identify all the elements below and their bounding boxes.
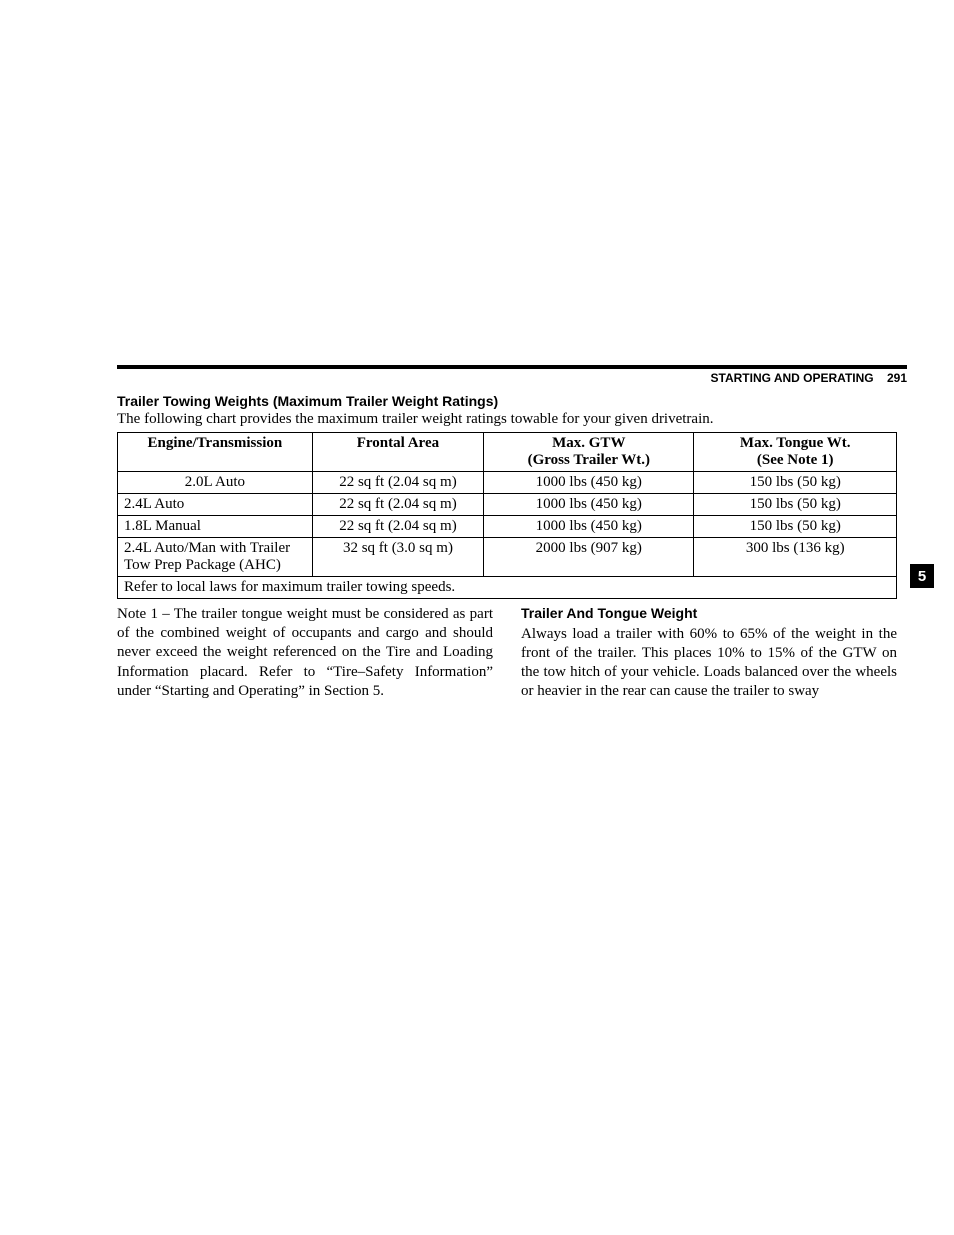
section-tab: 5 <box>910 564 934 588</box>
heading-trailer-tongue-weight: Trailer And Tongue Weight <box>521 605 897 623</box>
table-header-row: Engine/Transmission Frontal Area Max. GT… <box>118 433 897 472</box>
right-column: Trailer And Tongue Weight Always load a … <box>521 605 897 702</box>
intro-text: The following chart provides the maximum… <box>117 411 897 428</box>
cell-frontal: 32 sq ft (3.0 sq m) <box>312 538 483 577</box>
cell-gtw: 1000 lbs (450 kg) <box>484 472 694 494</box>
header-section-title: STARTING AND OPERATING <box>711 371 874 385</box>
cell-engine: 2.4L Auto/Man with Trailer Tow Prep Pack… <box>118 538 313 577</box>
cell-frontal: 22 sq ft (2.04 sq m) <box>312 472 483 494</box>
cell-frontal: 22 sq ft (2.04 sq m) <box>312 516 483 538</box>
cell-gtw: 1000 lbs (450 kg) <box>484 516 694 538</box>
cell-tongue: 150 lbs (50 kg) <box>694 516 897 538</box>
cell-tongue: 300 lbs (136 kg) <box>694 538 897 577</box>
cell-engine: 2.4L Auto <box>118 494 313 516</box>
header-page-number: 291 <box>887 371 907 385</box>
cell-engine: 2.0L Auto <box>118 472 313 494</box>
two-column-body: Note 1 – The trailer tongue weight must … <box>117 605 897 702</box>
table-row: 1.8L Manual 22 sq ft (2.04 sq m) 1000 lb… <box>118 516 897 538</box>
th-gtw-text: Max. GTW (Gross Trailer Wt.) <box>528 435 650 468</box>
header-rule <box>117 365 907 369</box>
th-tongue-text: Max. Tongue Wt. (See Note 1) <box>740 435 851 468</box>
th-engine: Engine/Transmission <box>118 433 313 472</box>
manual-page: STARTING AND OPERATING 291 5 Trailer Tow… <box>0 0 954 1235</box>
page-header: STARTING AND OPERATING 291 <box>711 371 907 385</box>
th-max-gtw: Max. GTW (Gross Trailer Wt.) <box>484 433 694 472</box>
cell-frontal: 22 sq ft (2.04 sq m) <box>312 494 483 516</box>
cell-engine: 1.8L Manual <box>118 516 313 538</box>
table-row: 2.4L Auto 22 sq ft (2.04 sq m) 1000 lbs … <box>118 494 897 516</box>
table-row: 2.0L Auto 22 sq ft (2.04 sq m) 1000 lbs … <box>118 472 897 494</box>
th-engine-text: Engine/Transmission <box>147 435 282 451</box>
note-1-text: Note 1 – The trailer tongue weight must … <box>117 605 493 701</box>
cell-tongue: 150 lbs (50 kg) <box>694 472 897 494</box>
towing-weights-table: Engine/Transmission Frontal Area Max. GT… <box>117 432 897 599</box>
table-row: 2.4L Auto/Man with Trailer Tow Prep Pack… <box>118 538 897 577</box>
section-tab-number: 5 <box>918 568 926 585</box>
cell-gtw: 1000 lbs (450 kg) <box>484 494 694 516</box>
table-footnote-row: Refer to local laws for maximum trailer … <box>118 577 897 599</box>
th-frontal-text: Frontal Area <box>357 435 439 451</box>
th-frontal-area: Frontal Area <box>312 433 483 472</box>
th-max-tongue: Max. Tongue Wt. (See Note 1) <box>694 433 897 472</box>
trailer-tongue-paragraph: Always load a trailer with 60% to 65% of… <box>521 625 897 702</box>
heading-trailer-towing-weights: Trailer Towing Weights (Maximum Trailer … <box>117 393 897 409</box>
cell-gtw: 2000 lbs (907 kg) <box>484 538 694 577</box>
table-footnote: Refer to local laws for maximum trailer … <box>118 577 897 599</box>
left-column: Note 1 – The trailer tongue weight must … <box>117 605 493 702</box>
page-content: Trailer Towing Weights (Maximum Trailer … <box>117 393 897 702</box>
cell-tongue: 150 lbs (50 kg) <box>694 494 897 516</box>
